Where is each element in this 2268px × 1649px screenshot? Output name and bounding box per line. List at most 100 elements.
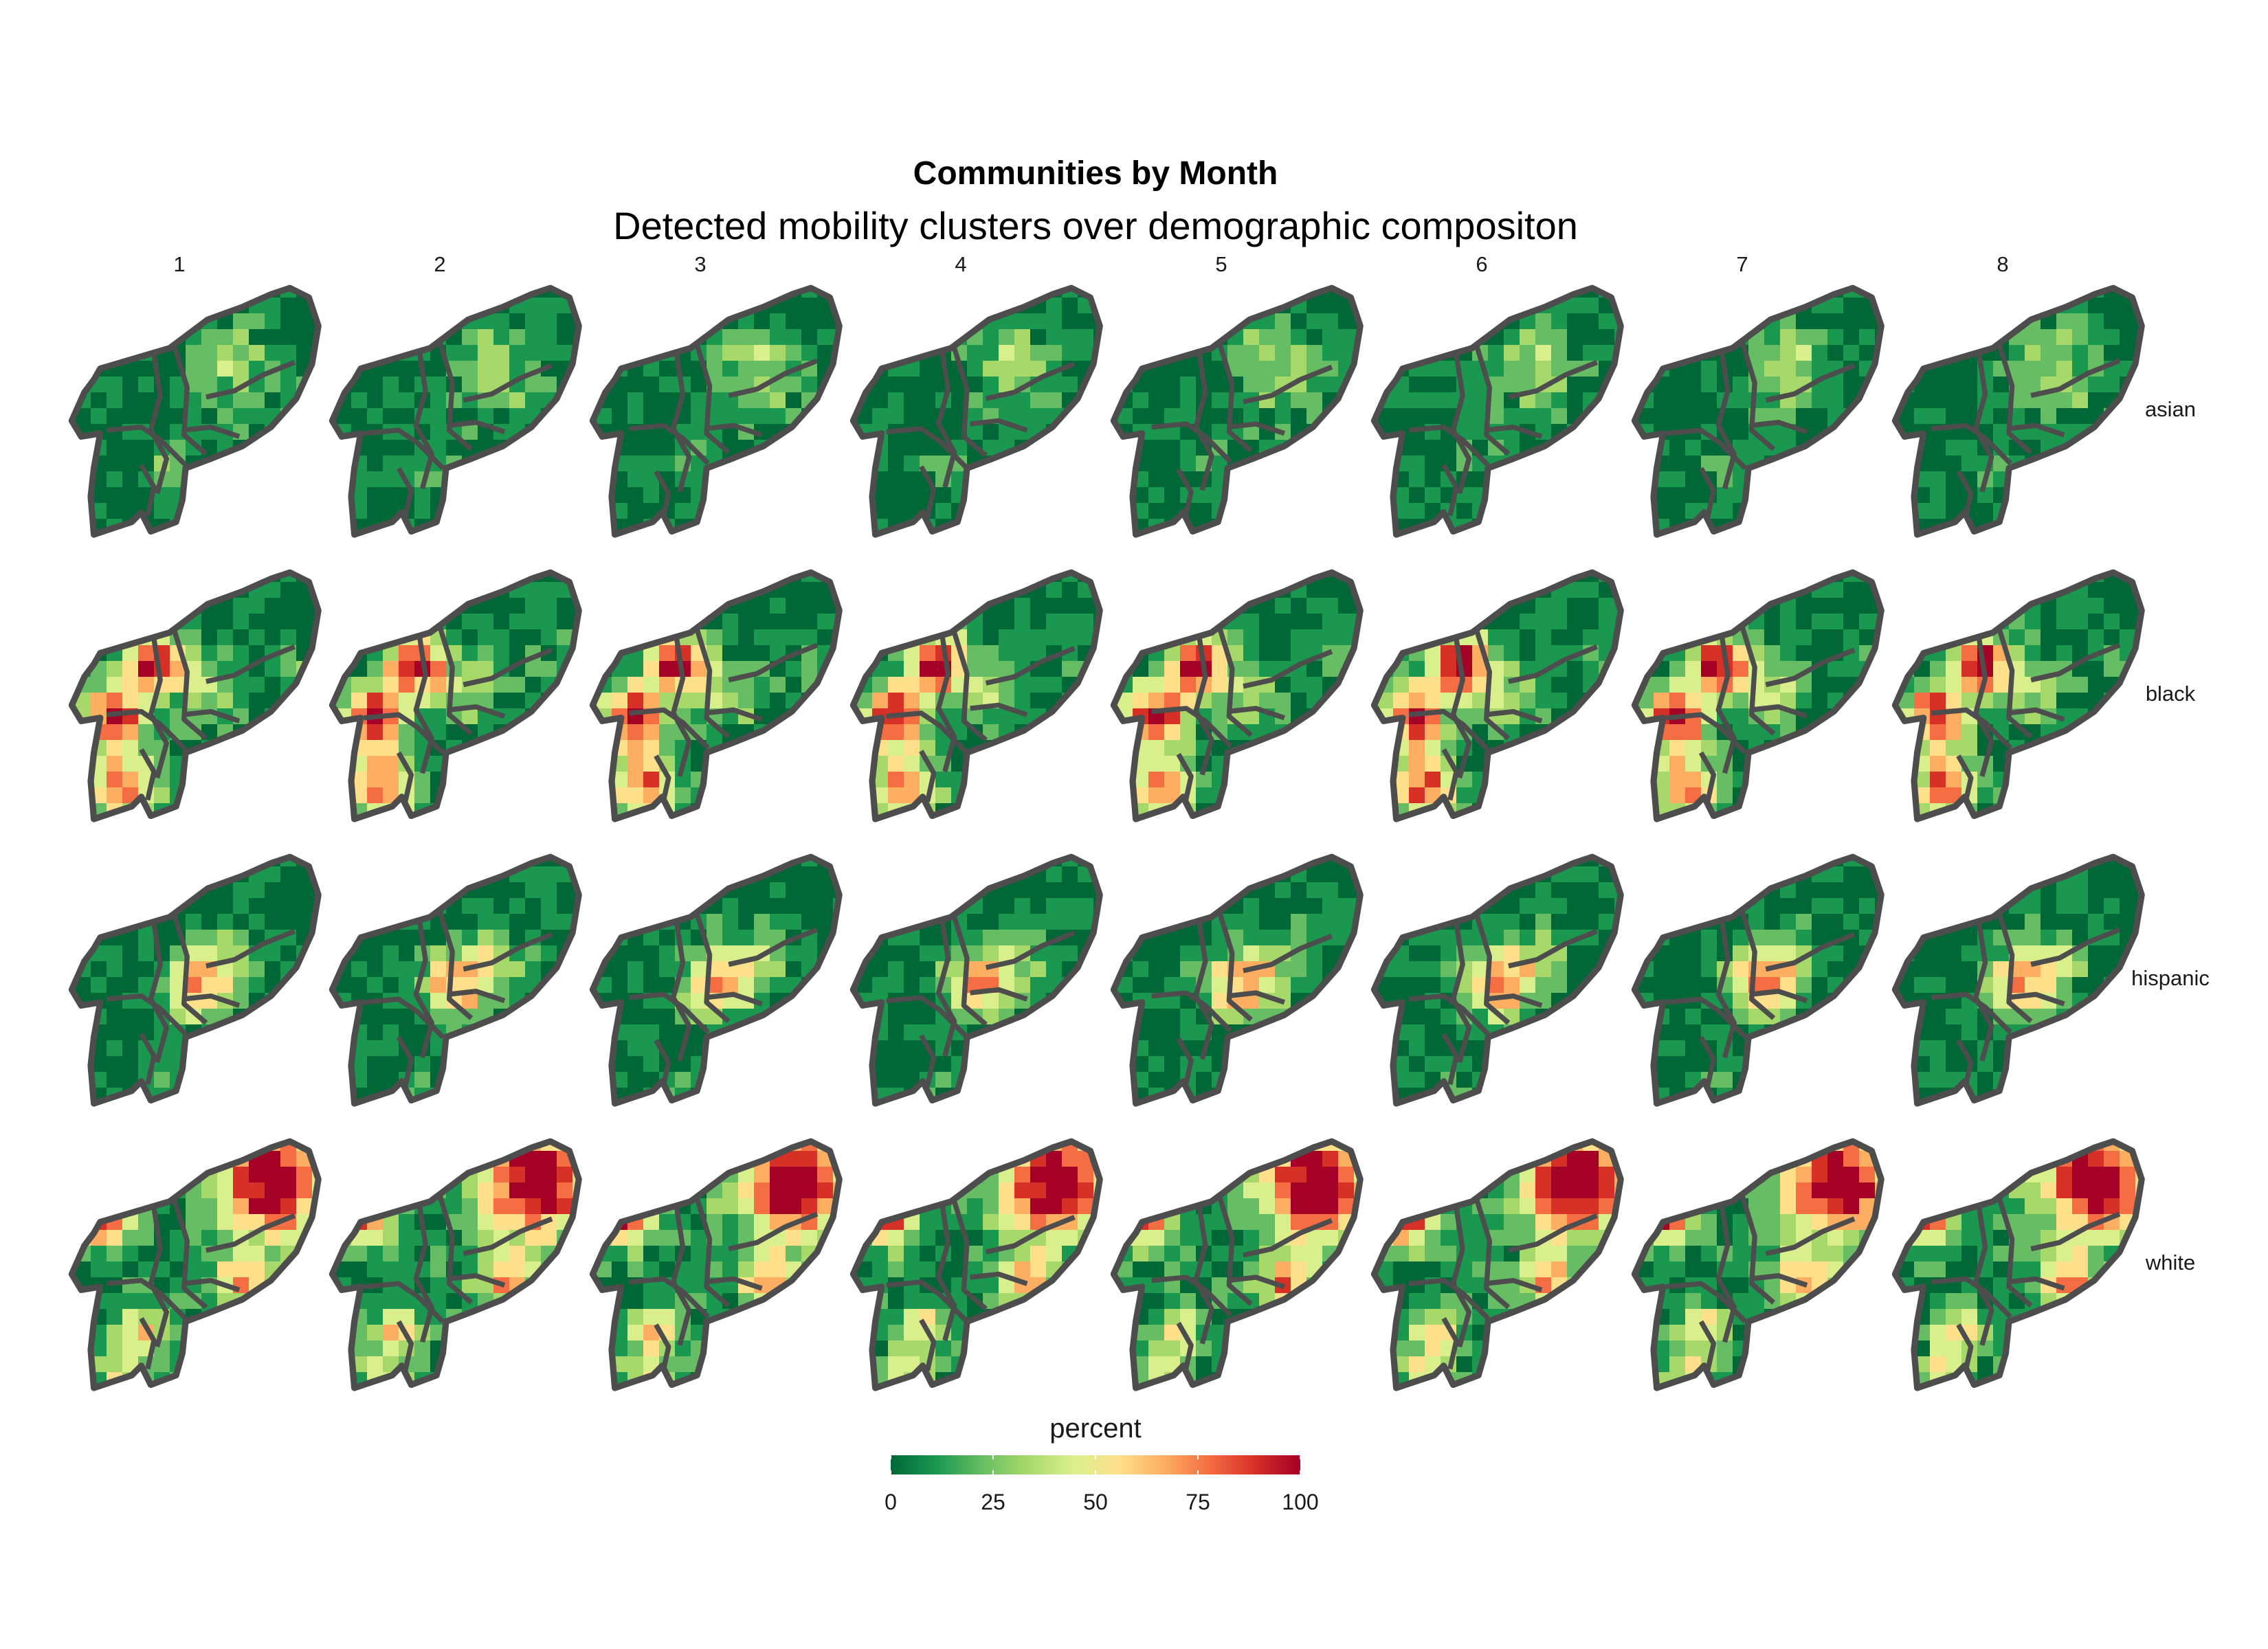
tract-cell — [2072, 503, 2089, 520]
tract-cell — [2120, 598, 2137, 615]
tract-cell — [2135, 519, 2142, 535]
cluster-boundary-line — [704, 423, 763, 438]
tract-cell — [2041, 629, 2058, 647]
tract-cell — [1322, 614, 1339, 631]
tract-cell — [71, 392, 76, 410]
tract-cell — [541, 661, 558, 678]
tract-cell — [1930, 772, 1947, 789]
tract-cell — [999, 345, 1016, 362]
tract-cell — [1748, 298, 1766, 315]
tract-cell — [1567, 629, 1584, 647]
tract-cell — [525, 456, 542, 473]
tract-cell — [2025, 487, 2042, 504]
tract-cell — [509, 787, 526, 805]
tract-cell — [872, 677, 889, 694]
tract-cell — [612, 572, 629, 583]
tract-cell — [107, 377, 124, 394]
tract-cell — [1338, 440, 1355, 457]
tract-cell — [107, 756, 124, 773]
tract-cell — [1078, 803, 1095, 819]
tract-cell — [525, 803, 542, 819]
tract-cell — [754, 471, 771, 489]
tract-cell — [478, 614, 495, 631]
tract-cell — [817, 708, 834, 726]
tract-cell — [1717, 535, 1733, 551]
tract-cell — [1930, 503, 1947, 520]
tract-cell — [1812, 471, 1829, 489]
tract-cell — [1898, 572, 1915, 583]
tract-cell — [265, 313, 282, 330]
tract-cell — [1504, 503, 1521, 520]
tract-cell — [1409, 819, 1425, 835]
tract-cell — [296, 329, 313, 346]
tract-cell — [1638, 598, 1655, 615]
tract-cell — [786, 535, 802, 551]
tract-cell — [1354, 519, 1361, 535]
tract-cell — [1895, 582, 1900, 599]
tract-cell — [1093, 535, 1110, 551]
tract-cell — [71, 288, 76, 299]
tract-cell — [1875, 424, 1882, 441]
tract-cell — [1291, 361, 1308, 378]
tract-cell — [1338, 787, 1355, 805]
tract-cell — [1961, 298, 1979, 315]
cluster-boundary-line — [139, 463, 157, 517]
tract-cell — [1322, 598, 1339, 615]
tract-cell — [217, 487, 234, 504]
tract-cell — [904, 693, 921, 710]
tract-cell — [1377, 361, 1394, 378]
tract-cell — [999, 803, 1016, 819]
tract-cell — [786, 313, 803, 330]
tract-cell — [91, 614, 108, 631]
tract-cell — [572, 519, 579, 535]
tract-cell — [201, 857, 219, 868]
tract-cell — [1914, 677, 1931, 694]
tract-cell — [280, 629, 298, 647]
tract-cell — [2120, 756, 2137, 773]
tract-cell — [596, 803, 613, 819]
tract-cell — [1634, 440, 1639, 457]
cluster-boundary-line — [463, 363, 553, 403]
tract-cell — [853, 598, 858, 615]
tract-cell — [1472, 572, 1489, 583]
tract-cell — [833, 724, 840, 741]
tract-cell — [1113, 329, 1118, 346]
tract-cell — [722, 572, 740, 583]
tract-cell — [627, 471, 645, 489]
tract-cell — [786, 440, 803, 457]
tract-cell — [770, 629, 787, 647]
tract-cell — [1843, 298, 1860, 315]
tract-cell — [1409, 535, 1425, 551]
cluster-boundary-line — [704, 707, 763, 722]
tract-cell — [1504, 803, 1521, 819]
tract-cell — [399, 313, 416, 330]
cluster-boundary-line — [1450, 638, 1472, 779]
tract-cell — [541, 756, 558, 773]
cluster-boundary-line — [952, 631, 988, 742]
tract-cell — [446, 629, 463, 647]
cluster-boundary-line — [1765, 363, 1856, 403]
tract-cell — [351, 693, 368, 710]
map-panel-asian-3 — [589, 284, 843, 551]
tract-cell — [983, 298, 1000, 315]
tract-cell — [1014, 535, 1031, 551]
tract-cell — [1425, 288, 1442, 299]
tract-cell — [1930, 740, 1947, 757]
tract-cell — [1377, 819, 1394, 835]
tract-cell — [478, 756, 495, 773]
tract-cell — [1614, 787, 1621, 805]
tract-cell — [75, 819, 91, 835]
tract-cell — [312, 961, 319, 978]
tract-cell — [754, 503, 771, 520]
choropleth-fill — [332, 288, 579, 535]
tract-cell — [1275, 313, 1292, 330]
tract-cell — [1164, 456, 1181, 473]
tract-cell — [478, 629, 495, 647]
tract-cell — [722, 377, 740, 394]
tract-cell — [2104, 519, 2121, 535]
tract-cell — [75, 598, 92, 615]
tract-cell — [1180, 677, 1197, 694]
tract-cell — [659, 329, 676, 346]
tract-cell — [1895, 756, 1900, 773]
tract-cell — [1425, 582, 1442, 599]
